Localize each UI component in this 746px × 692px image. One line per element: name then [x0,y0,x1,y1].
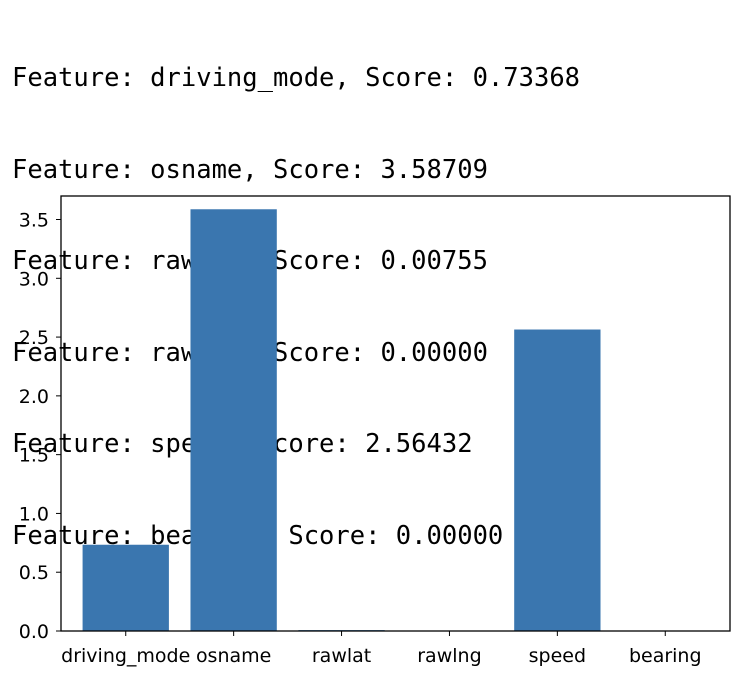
y-tick-label: 1.0 [19,503,49,525]
x-tick-label: driving_mode [61,645,190,667]
plot-frame [60,195,731,632]
bars-group [82,209,601,631]
y-tick-label: 3.0 [19,268,49,290]
y-tick-label: 3.5 [19,210,49,232]
x-tick-label: rawlat [312,645,371,667]
x-tick-label: rawlng [417,645,481,667]
x-tick-label: speed [529,645,586,667]
ticks-group: driving_mode osname rawlat rawlng speed beari… [19,210,702,667]
output-line: Feature: driving_mode, Score: 0.73368 [12,63,581,93]
y-tick-label: 2.5 [19,327,49,349]
bar-speed [514,329,601,631]
x-tick-label: osname [196,645,271,667]
y-tick-label: 0.5 [19,562,49,584]
y-tick-label: 0.0 [19,621,49,643]
bar-driving_mode [82,544,169,631]
bar-osname [190,209,277,631]
y-tick-label: 1.5 [19,445,49,467]
y-tick-label: 2.0 [19,386,49,408]
output-line: Feature: osname, Score: 3.58709 [12,154,488,185]
console-output: Feature: driving_mode, Score: 0.73368 Fe… [12,2,580,582]
x-tick-label: bearing [629,645,702,667]
